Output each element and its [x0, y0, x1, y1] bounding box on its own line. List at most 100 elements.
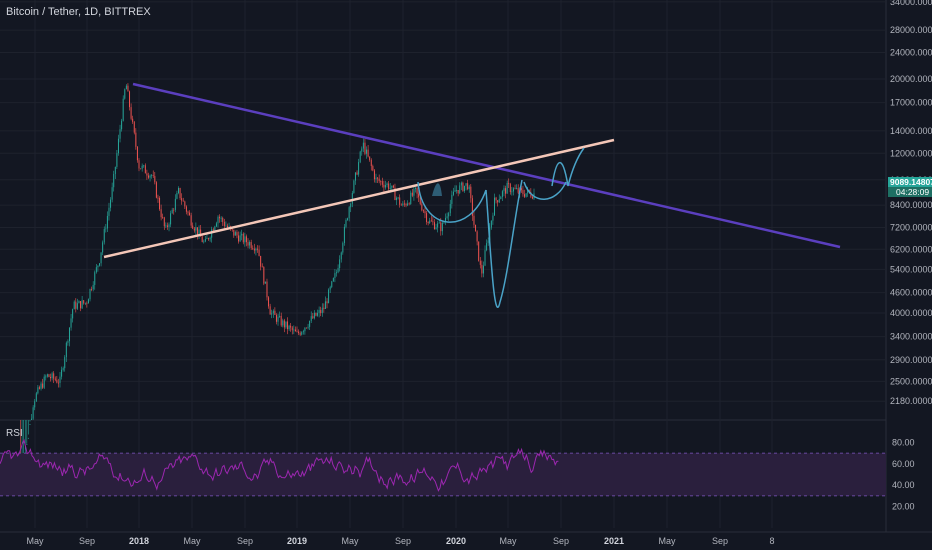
candle-body — [328, 289, 330, 304]
candle-body — [159, 197, 161, 210]
candle-body — [343, 226, 345, 244]
time-axis[interactable]: May Sep 2018 May Sep 2019 May Sep 2020 May Sep 2021… — [26, 536, 774, 546]
price-tick-label: 4000.00000 — [890, 308, 932, 318]
candle-body — [350, 203, 352, 208]
candle-body — [397, 197, 399, 199]
cup-pattern-right[interactable] — [485, 179, 523, 308]
candle-body — [505, 188, 507, 194]
candle-body — [184, 201, 186, 207]
price-axis[interactable]: 34000.00000 28000.00000 24000.00000 20000.0… — [890, 0, 932, 512]
candle-body — [454, 190, 456, 192]
candle-body — [418, 193, 420, 198]
candle-body — [86, 302, 88, 304]
candle-body — [250, 241, 252, 248]
candle-body — [42, 383, 44, 388]
trendlines — [103, 82, 841, 308]
candle-body — [50, 377, 52, 379]
candle-body — [190, 215, 192, 226]
candle-body — [53, 373, 55, 379]
candle-body — [27, 437, 29, 439]
candle-body — [348, 207, 350, 219]
price-tag-value: 9089.14807 — [890, 177, 932, 187]
rsi-band — [0, 453, 886, 496]
candle-body — [110, 199, 112, 208]
candle-body — [263, 267, 265, 284]
candle-body — [165, 225, 167, 227]
candle-body — [247, 242, 249, 246]
candle-body — [160, 209, 162, 218]
candle-body — [99, 263, 100, 266]
candle-body — [403, 203, 405, 205]
candle-body — [383, 184, 385, 188]
price-tick-label: 3400.00000 — [890, 332, 932, 342]
candle-body — [234, 232, 236, 236]
candle-body — [437, 223, 439, 228]
candle-body — [187, 211, 189, 213]
handle-pattern[interactable] — [523, 181, 567, 200]
symbol-title[interactable]: Bitcoin / Tether, 1D, BITTREX — [6, 6, 151, 18]
candle-body — [222, 217, 224, 222]
candle-body — [129, 91, 131, 108]
price-tick-label: 7200.00000 — [890, 223, 932, 233]
candle-body — [285, 321, 287, 328]
candle-body — [138, 160, 140, 169]
candle-body — [87, 299, 89, 304]
candle-body — [407, 203, 409, 206]
candle-body — [182, 200, 184, 202]
countdown-tag-value: 04:28:09 — [896, 187, 929, 197]
candle-body — [217, 216, 219, 224]
candle-body — [396, 197, 398, 201]
candle-body — [204, 239, 206, 242]
candle-body — [375, 177, 377, 180]
rsi-tick-label: 80.00 — [892, 437, 915, 447]
candle-body — [370, 159, 372, 167]
candle-body — [38, 387, 40, 389]
candle-body — [45, 376, 47, 378]
candle-body — [339, 259, 341, 269]
candle-body — [130, 107, 132, 119]
candle-body — [460, 182, 462, 186]
price-tag-bg — [888, 177, 932, 187]
candle-body — [336, 272, 337, 274]
price-tick-label: 4600.00000 — [890, 288, 932, 298]
cup-pattern-left[interactable] — [417, 181, 487, 223]
candle-body — [508, 182, 510, 185]
candle-body — [147, 175, 149, 178]
candle-body — [32, 407, 34, 419]
candle-body — [121, 120, 123, 130]
candle-body — [520, 188, 522, 191]
candle-body — [445, 217, 447, 223]
time-tick-label: 2020 — [446, 536, 466, 546]
candle-body — [274, 310, 276, 315]
candle-body — [127, 85, 129, 92]
candle-body — [384, 185, 386, 188]
candle-body — [162, 217, 164, 218]
candle-body — [366, 149, 368, 154]
candle-body — [441, 222, 443, 232]
time-tick-label: 8 — [769, 536, 774, 546]
projection-path[interactable] — [551, 147, 585, 187]
candle-body — [298, 331, 300, 334]
candle-body — [501, 191, 503, 197]
candle-body — [475, 224, 477, 232]
candle-body — [345, 219, 347, 227]
candle-body — [361, 148, 363, 152]
price-tick-label: 24000.00000 — [890, 47, 932, 57]
candle-body — [421, 204, 423, 211]
time-tick-label: 2019 — [287, 536, 307, 546]
candlestick-series — [20, 83, 535, 489]
candle-body — [468, 186, 470, 190]
candle-body — [195, 227, 197, 231]
price-tick-label: 6200.00000 — [890, 244, 932, 254]
candle-body — [378, 178, 380, 182]
candle-body — [389, 187, 391, 189]
candle-body — [317, 312, 319, 316]
candle-body — [332, 278, 334, 282]
ascending-trendline[interactable] — [103, 138, 615, 259]
rsi-label[interactable]: RSI — [6, 428, 23, 439]
rsi-line — [0, 438, 559, 492]
candle-body — [410, 192, 412, 204]
candle-body — [296, 331, 298, 333]
descending-trendline[interactable] — [132, 82, 841, 249]
